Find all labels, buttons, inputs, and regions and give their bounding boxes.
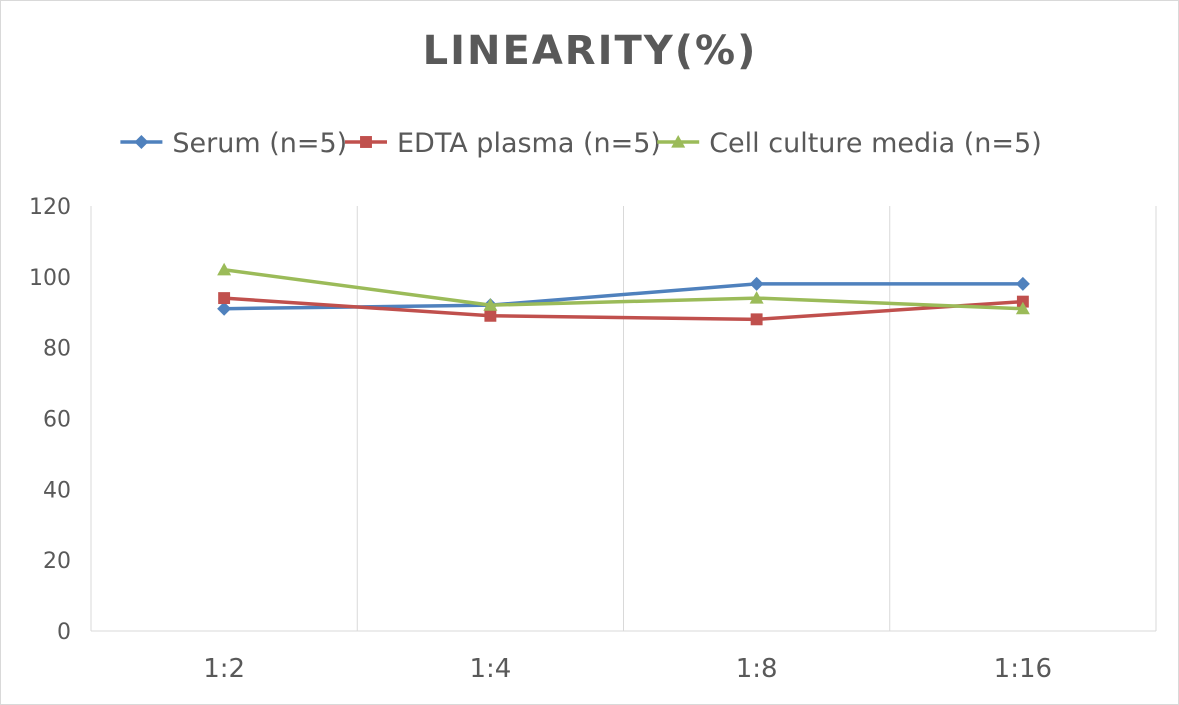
data-point — [749, 276, 764, 291]
legend-label: EDTA plasma (n=5) — [397, 128, 661, 159]
y-tick-label: 20 — [43, 549, 71, 574]
legend-marker — [360, 136, 372, 148]
legend-marker — [134, 135, 149, 149]
data-point — [1016, 295, 1029, 308]
data-point — [1015, 276, 1030, 291]
y-tick-label: 40 — [43, 478, 71, 503]
legend-item-3: Cell culture media (n=5) — [657, 128, 1042, 159]
series-line — [224, 296, 1023, 322]
data-point — [217, 262, 232, 276]
legend-marker — [671, 135, 686, 148]
y-tick-label: 60 — [43, 408, 71, 433]
legend-item-1: Serum (n=5) — [120, 128, 347, 159]
y-tick-label: 100 — [29, 266, 71, 291]
legend-label: Serum (n=5) — [172, 128, 347, 159]
y-tick-label: 0 — [57, 620, 71, 645]
data-point — [484, 309, 497, 322]
y-axis: 0 20 40 60 80 100 120 — [29, 195, 71, 645]
series-line — [223, 268, 1023, 311]
y-tick-label: 120 — [29, 195, 71, 220]
legend-label: Cell culture media (n=5) — [709, 128, 1042, 159]
gridlines — [90, 206, 1157, 632]
data-point — [218, 292, 231, 305]
x-tick-label: 1:2 — [203, 654, 245, 684]
data-point — [483, 298, 498, 311]
series-layer — [217, 262, 1030, 326]
legend-item-2: EDTA plasma (n=5) — [345, 128, 661, 159]
data-point — [217, 301, 232, 316]
series-3 — [217, 262, 1030, 315]
chart-title: LINEARITY(%) — [423, 28, 758, 74]
data-point — [749, 291, 764, 304]
x-tick-label: 1:4 — [469, 654, 511, 684]
y-tick-label: 80 — [43, 337, 71, 362]
x-axis: 1:2 1:4 1:8 1:16 — [203, 654, 1052, 684]
x-tick-label: 1:16 — [994, 654, 1052, 684]
x-tick-label: 1:8 — [736, 654, 778, 684]
legend: Serum (n=5) EDTA plasma (n=5) Cell culture… — [120, 128, 1042, 159]
series-2 — [218, 292, 1029, 326]
data-point — [1015, 301, 1030, 315]
data-point — [750, 313, 763, 326]
